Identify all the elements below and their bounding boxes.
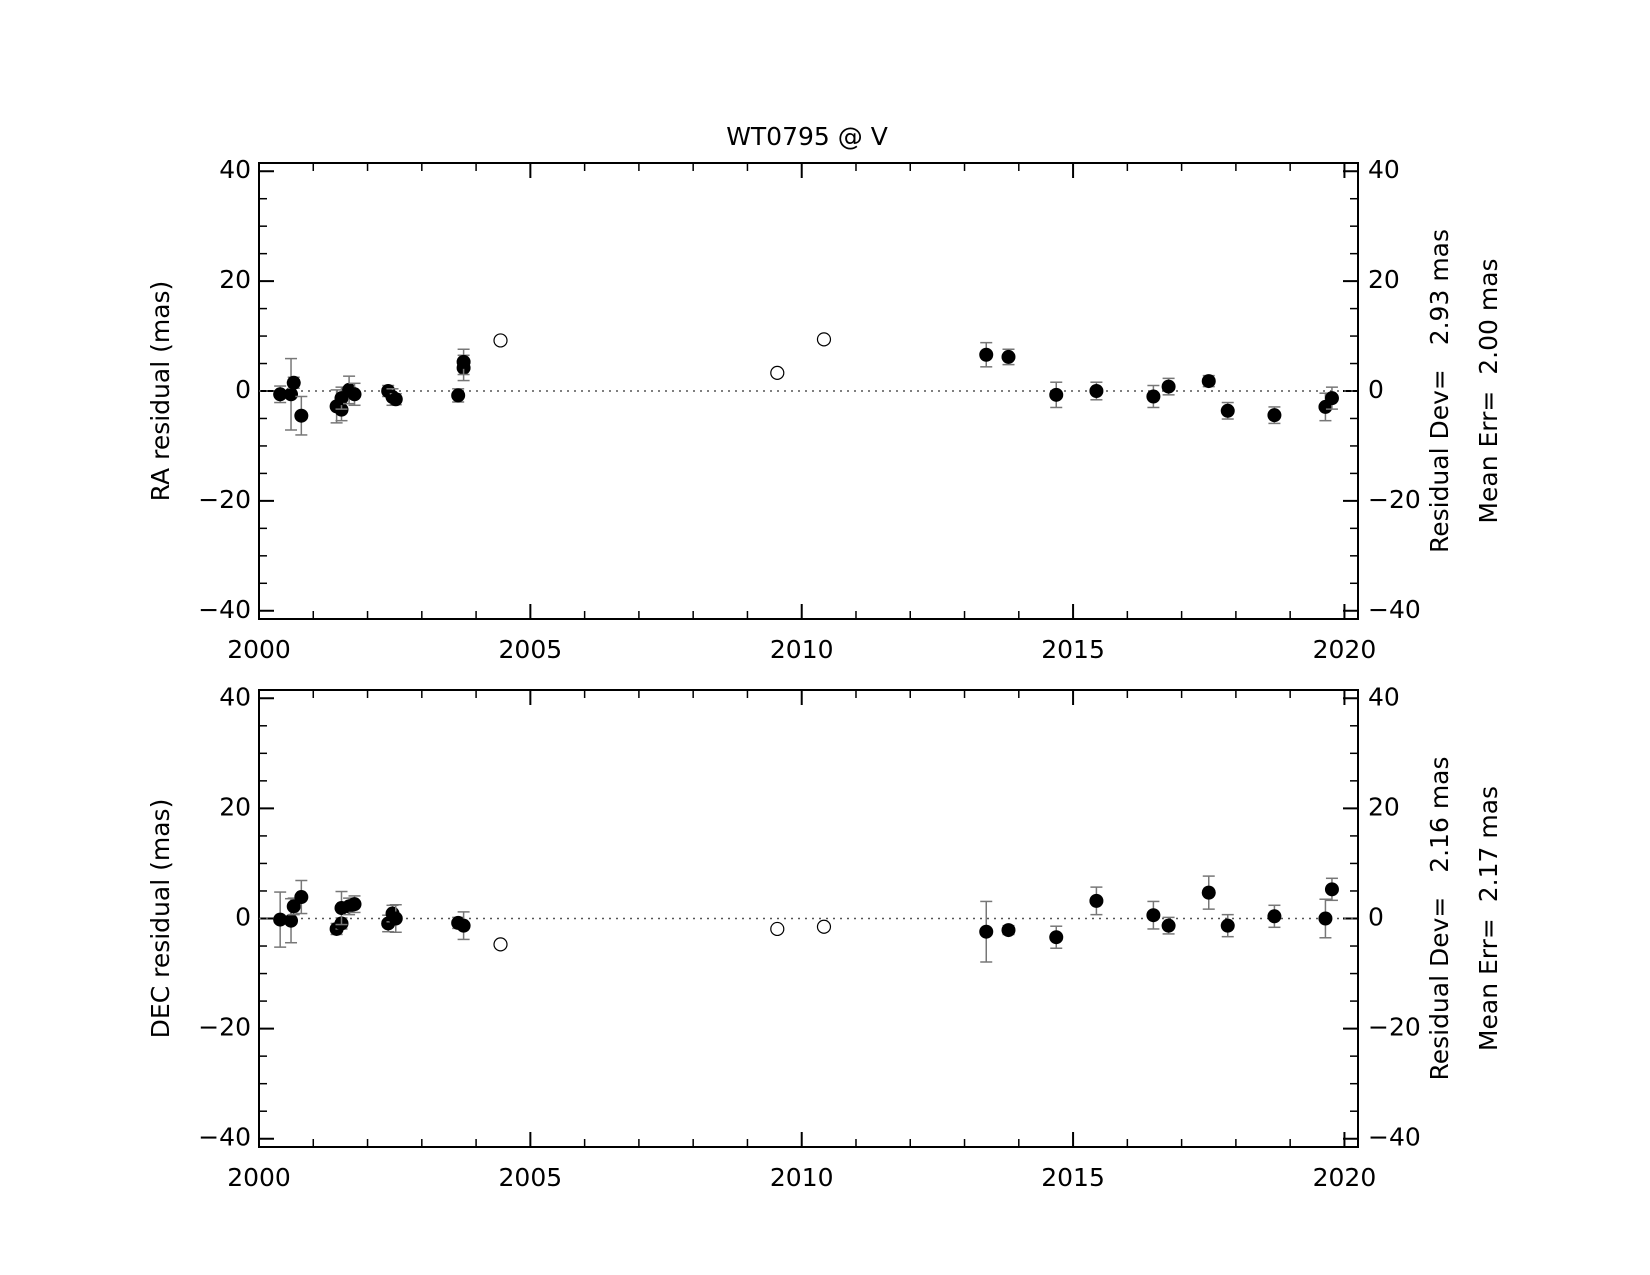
x-tick-label: 2015 [1041, 1163, 1105, 1192]
data-point [286, 375, 301, 390]
data-point [493, 333, 508, 348]
y2-tick-label: −40 [1368, 1123, 1421, 1152]
data-point [273, 912, 288, 927]
data-point [1049, 387, 1064, 402]
data-point [1146, 908, 1161, 923]
data-point [1201, 374, 1216, 389]
y-tick-label: 0 [235, 903, 251, 932]
data-point [1220, 403, 1235, 418]
data-point [1089, 893, 1104, 908]
y2-tick-label: −20 [1368, 485, 1421, 514]
x-tick-label: 2015 [1041, 635, 1105, 664]
data-point [451, 388, 466, 403]
data-point [1267, 909, 1282, 924]
data-point [294, 890, 309, 905]
x-tick-label: 2005 [499, 635, 563, 664]
data-point [1161, 379, 1176, 394]
annotation: Mean Err= 2.00 mas [1474, 258, 1503, 523]
data-point [294, 408, 309, 423]
data-point [1089, 384, 1104, 398]
data-point [456, 918, 471, 933]
data-point [286, 899, 301, 914]
y-tick-label: 20 [219, 265, 251, 294]
x-tick-label: 2020 [1313, 635, 1377, 664]
annotation: Residual Dev= 2.93 mas [1425, 229, 1454, 553]
y-tick-label: 40 [219, 155, 251, 184]
data-point [1267, 408, 1282, 423]
annotation: Mean Err= 2.17 mas [1474, 786, 1503, 1051]
data-point [1220, 918, 1235, 933]
data-point [770, 921, 785, 937]
y-axis-label: DEC residual (mas) [146, 799, 175, 1039]
annotation: Residual Dev= 2.16 mas [1425, 756, 1454, 1080]
y2-tick-label: −20 [1368, 1013, 1421, 1042]
data-point [1049, 930, 1064, 945]
x-tick-label: 2020 [1313, 1163, 1377, 1192]
y2-tick-label: 40 [1368, 155, 1400, 184]
plot-frame [258, 689, 1359, 1148]
data-point [1201, 885, 1216, 900]
data-point [979, 924, 994, 939]
y2-tick-label: 20 [1368, 265, 1400, 294]
y-tick-label: 40 [219, 682, 251, 711]
data-point [273, 387, 288, 402]
x-tick-label: 2010 [770, 635, 834, 664]
data-point [816, 919, 832, 934]
y-tick-label: −40 [198, 595, 251, 624]
data-point [493, 937, 508, 952]
x-tick-label: 2000 [227, 635, 291, 664]
y2-tick-label: −40 [1368, 595, 1421, 624]
data-point [1324, 882, 1339, 897]
data-point [1161, 918, 1176, 933]
data-point [1001, 923, 1016, 938]
data-point [1324, 391, 1339, 406]
y2-tick-label: 40 [1368, 682, 1400, 711]
plot-frame [258, 162, 1359, 620]
data-point [979, 347, 994, 362]
chart-title: WT0795 @ V [726, 122, 888, 151]
y-tick-label: −20 [198, 1013, 251, 1042]
y-tick-label: 20 [219, 792, 251, 821]
y-tick-label: −40 [198, 1123, 251, 1152]
y-tick-label: 0 [235, 375, 251, 404]
data-point [770, 365, 785, 380]
data-point [1318, 911, 1333, 926]
data-point [456, 354, 471, 369]
data-point [284, 387, 299, 402]
y-tick-label: −20 [198, 485, 251, 514]
data-point [284, 913, 299, 928]
data-point [1001, 349, 1016, 364]
data-point [347, 387, 362, 402]
y2-tick-label: 20 [1368, 792, 1400, 821]
x-tick-label: 2005 [499, 1163, 563, 1192]
x-tick-label: 2000 [227, 1163, 291, 1192]
x-tick-label: 2010 [770, 1163, 834, 1192]
y2-tick-label: 0 [1368, 375, 1384, 404]
y2-tick-label: 0 [1368, 903, 1384, 932]
data-point [388, 392, 403, 407]
data-point [816, 332, 832, 347]
y-axis-label: RA residual (mas) [146, 281, 175, 502]
data-point [1146, 389, 1161, 404]
data-point [347, 897, 362, 912]
data-point [388, 911, 403, 926]
